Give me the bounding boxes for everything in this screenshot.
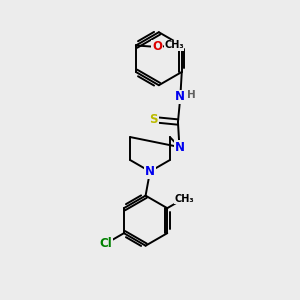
Text: CH₃: CH₃ bbox=[164, 40, 184, 50]
Text: CH₃: CH₃ bbox=[174, 194, 194, 204]
Text: N: N bbox=[174, 141, 184, 154]
Text: O: O bbox=[152, 40, 162, 53]
Text: N: N bbox=[145, 165, 155, 178]
Text: N: N bbox=[175, 91, 185, 103]
Text: H: H bbox=[187, 90, 196, 100]
Text: S: S bbox=[150, 113, 158, 126]
Text: Cl: Cl bbox=[99, 237, 112, 250]
